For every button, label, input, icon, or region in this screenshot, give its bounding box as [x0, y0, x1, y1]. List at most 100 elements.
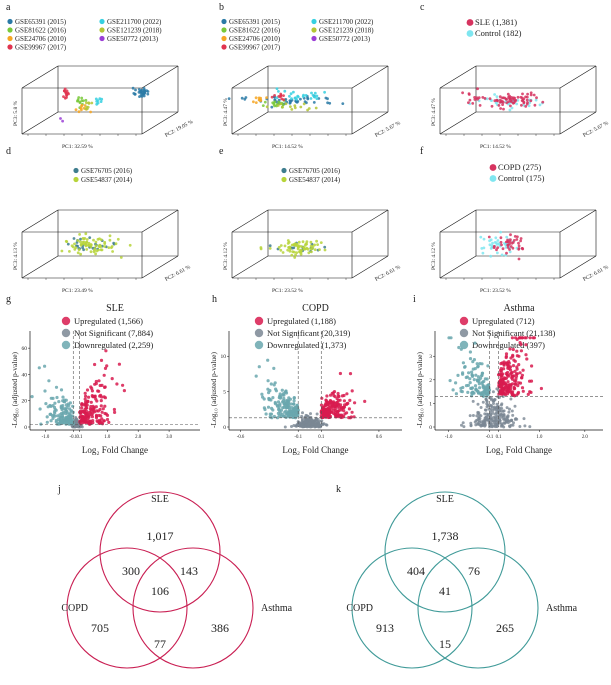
- pca-point: [279, 244, 283, 247]
- y-tick-label: 20: [22, 399, 28, 405]
- pca-point: [482, 237, 486, 241]
- point-not-significant: [315, 412, 319, 416]
- venn-set-label: COPD: [346, 603, 373, 614]
- point-downregulated: [472, 358, 476, 362]
- point-upregulated: [324, 399, 328, 403]
- point-not-significant: [485, 399, 489, 402]
- box-edge: [231, 255, 269, 279]
- pca-point: [533, 103, 537, 107]
- box-edge: [559, 65, 597, 89]
- pca-point: [497, 242, 501, 246]
- point-upregulated: [515, 367, 519, 371]
- point-upregulated: [500, 379, 504, 383]
- pca-point: [483, 97, 487, 100]
- point-downregulated: [468, 357, 473, 361]
- pca-point: [288, 249, 292, 253]
- point-upregulated: [504, 352, 509, 356]
- point-downregulated: [480, 362, 484, 366]
- point-not-significant: [505, 406, 509, 410]
- legend-marker: [99, 18, 105, 25]
- pca-point: [84, 244, 88, 248]
- pca-point: [309, 240, 313, 244]
- legend-label: Downregulated (1,373): [267, 340, 346, 350]
- pca-point: [279, 102, 283, 106]
- pca-point: [307, 107, 311, 110]
- point-downregulated: [273, 402, 277, 406]
- legend-marker: [99, 35, 105, 42]
- pca-point: [495, 248, 498, 252]
- pca-point: [277, 95, 281, 98]
- volcano-xlabel: Log₂ Fold Change: [282, 445, 348, 455]
- pca-xlabel: PC1: 14.52 %: [480, 144, 511, 150]
- point-downregulated: [65, 420, 69, 424]
- pca-point: [82, 248, 85, 252]
- point-upregulated: [121, 383, 125, 387]
- point-downregulated: [278, 392, 282, 396]
- point-upregulated: [517, 363, 521, 367]
- pca-point: [490, 99, 493, 102]
- point-not-significant: [310, 425, 314, 429]
- point-upregulated: [90, 415, 94, 419]
- point-upregulated: [517, 354, 521, 358]
- volcano-points: [254, 358, 367, 429]
- venn-set-label: SLE: [436, 494, 454, 505]
- point-downregulated: [65, 411, 69, 415]
- point-upregulated: [510, 370, 514, 374]
- pca-ylabel: PC3: 4.47 %: [223, 98, 229, 126]
- point-downregulated: [470, 394, 474, 398]
- point-upregulated: [103, 385, 107, 389]
- pca-point: [302, 102, 306, 106]
- pca-point: [134, 88, 137, 92]
- box-edge: [231, 209, 269, 233]
- point-upregulated: [529, 379, 534, 383]
- legend-marker: [489, 164, 497, 171]
- pca-point: [94, 244, 98, 248]
- pca-point: [315, 239, 318, 243]
- y-tick-label: 2: [429, 378, 432, 384]
- venn-panel-j: SLE COPD Asthma 1,017 300 143 106 705 77 386: [61, 491, 293, 669]
- point-upregulated: [505, 392, 510, 396]
- point-not-significant: [518, 425, 522, 428]
- pca-point: [496, 251, 499, 255]
- point-downregulated: [476, 391, 480, 395]
- point-upregulated: [331, 402, 335, 406]
- pca-point: [315, 97, 319, 100]
- point-not-significant: [514, 417, 518, 421]
- pca-point: [63, 90, 67, 94]
- point-upregulated: [508, 347, 512, 351]
- pca-zlabel: PC2: 6.61 %: [582, 264, 610, 283]
- pca-point: [323, 90, 326, 94]
- point-downregulated: [61, 418, 65, 422]
- pca-point: [294, 253, 297, 257]
- point-not-significant: [495, 402, 499, 406]
- point-not-significant: [510, 409, 514, 413]
- point-downregulated: [285, 406, 289, 410]
- pca-point: [501, 247, 505, 251]
- volcano-ylabel: -Log₁₀ (adjusted p-value): [10, 351, 19, 428]
- pca-point: [304, 242, 308, 246]
- pca-panel-f: PC1: 23.52 % PC2: 6.61 % PC3: 4.12 % COPD (…: [431, 162, 610, 294]
- point-upregulated: [103, 366, 108, 370]
- point-not-significant: [509, 423, 513, 427]
- point-upregulated: [337, 394, 341, 399]
- point-upregulated: [337, 413, 341, 417]
- point-upregulated: [328, 411, 332, 415]
- pca-point: [293, 104, 297, 107]
- point-upregulated: [511, 347, 515, 352]
- point-upregulated: [505, 385, 509, 389]
- venn-panel-k: SLE COPD Asthma 1,738 404 76 41 913 15 265: [346, 491, 578, 669]
- point-downregulated: [483, 386, 487, 390]
- pca-xlabel: PC1: 14.52 %: [272, 144, 303, 150]
- point-upregulated: [498, 384, 502, 389]
- pca-point: [318, 248, 321, 252]
- pca-point: [261, 104, 265, 107]
- legend-label: GSE99967 (2017): [15, 44, 67, 52]
- point-not-significant: [479, 414, 483, 418]
- pca-point: [498, 101, 502, 104]
- pca-point: [290, 108, 294, 111]
- point-downregulated: [271, 396, 275, 400]
- point-upregulated: [102, 419, 106, 423]
- legend-label: GSE121239 (2018): [107, 27, 162, 35]
- pca-point: [281, 103, 285, 107]
- pca-panel-d: PC1: 23.49 % PC2: 6.61 % PC3: 4.13 % GSE767…: [13, 167, 192, 294]
